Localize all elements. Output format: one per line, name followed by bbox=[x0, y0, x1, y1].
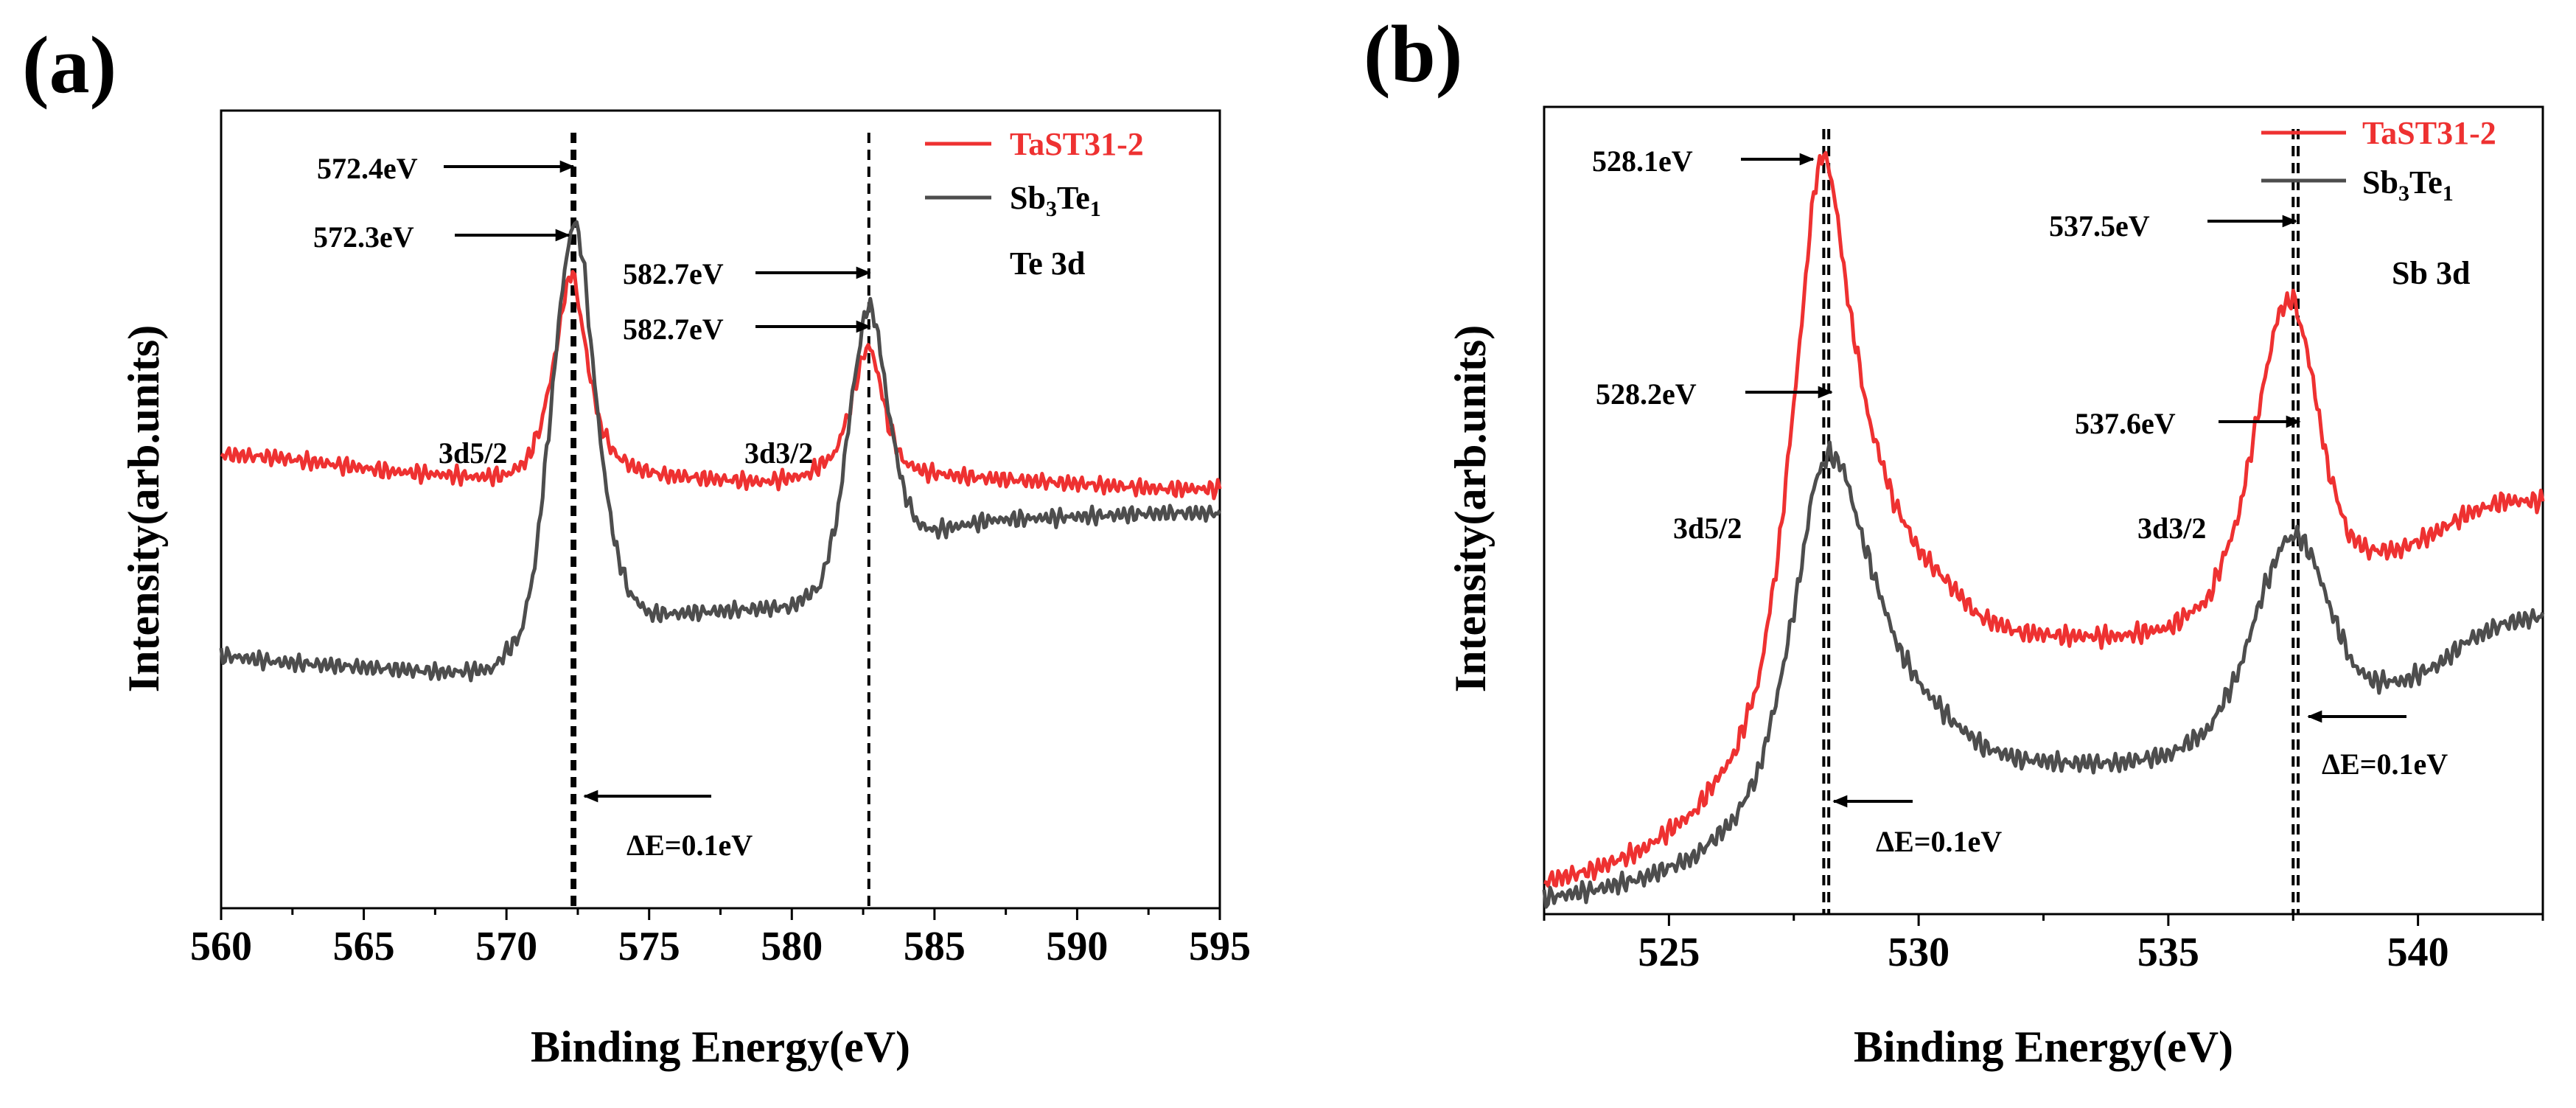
peak-label-3d5-2: 3d5/2 bbox=[439, 436, 507, 470]
peak-label-3d5-2: 3d5/2 bbox=[1673, 512, 1742, 545]
panel-b-dashed-reference-lines bbox=[1822, 129, 2300, 914]
panel-a-x-axis: 560 565 570 575 580 585 590 595 bbox=[190, 908, 1251, 969]
peak-label-3d3-2: 3d3/2 bbox=[744, 436, 813, 470]
peak-label-537-6: 537.6eV bbox=[2075, 407, 2176, 440]
delta-e-label-left: ΔE=0.1eV bbox=[1876, 825, 2002, 858]
peak-label-582-7-sb3te1: 582.7eV bbox=[623, 257, 724, 290]
peak-label-3d3-2: 3d3/2 bbox=[2137, 512, 2206, 545]
x-tick-label: 570 bbox=[475, 924, 537, 969]
peak-label-528-1: 528.1eV bbox=[1592, 144, 1693, 178]
panel-a-legend: TaST31-2 Sb3Te1 bbox=[925, 126, 1144, 221]
x-tick-label: 525 bbox=[1638, 930, 1700, 975]
panel-b-label: (b) bbox=[1364, 9, 1462, 99]
x-tick-label: 595 bbox=[1189, 924, 1251, 969]
peak-label-537-5: 537.5eV bbox=[2049, 209, 2150, 243]
panel-b-x-axis-title: Binding Energy(eV) bbox=[1854, 1022, 2233, 1071]
panel-a-y-axis-title: Intensity(arb.units) bbox=[119, 325, 168, 692]
x-tick-label: 585 bbox=[904, 924, 966, 969]
legend-label-sb3te1: Sb3Te1 bbox=[1010, 180, 1101, 221]
panel-a-annotations: 572.4eV 572.3eV 582.7eV 582.7eV 3d5/2 3d… bbox=[313, 152, 871, 862]
x-tick-label: 575 bbox=[618, 924, 680, 969]
x-tick-label: 560 bbox=[190, 924, 252, 969]
peak-label-582-7-tast31-2: 582.7eV bbox=[623, 313, 724, 346]
x-tick-label: 530 bbox=[1888, 930, 1950, 975]
peak-label-572-4: 572.4eV bbox=[317, 152, 418, 185]
x-tick-label: 540 bbox=[2387, 930, 2449, 975]
x-tick-label: 535 bbox=[2137, 930, 2199, 975]
legend-label-sb3te1: Sb3Te1 bbox=[2362, 164, 2454, 206]
panel-a-label: (a) bbox=[22, 20, 116, 110]
panel-b-x-axis: 525 530 535 540 bbox=[1543, 914, 2544, 975]
x-tick-label: 580 bbox=[761, 924, 823, 969]
panel-a-element-label: Te 3d bbox=[1010, 245, 1085, 282]
panel-a-te3d-chart: (a) 560 565 570 575 580 585 590 595 Binding Ene… bbox=[22, 20, 1251, 1071]
panel-b-sb3d-chart: (b) 525 530 535 540 Binding Energy(eV) Inte… bbox=[1364, 9, 2545, 1071]
x-tick-label: 590 bbox=[1046, 924, 1108, 969]
peak-label-572-3: 572.3eV bbox=[313, 220, 414, 254]
panel-a-line-tast31-2 bbox=[220, 270, 1222, 501]
legend-label-tast31-2: TaST31-2 bbox=[1010, 126, 1144, 162]
peak-label-528-2: 528.2eV bbox=[1596, 377, 1697, 411]
legend-label-tast31-2: TaST31-2 bbox=[2362, 115, 2496, 151]
panel-b-element-label: Sb 3d bbox=[2392, 255, 2470, 291]
panel-b-line-sb3te1 bbox=[1542, 440, 2545, 909]
panel-b-y-axis-title: Intensity(arb.units) bbox=[1446, 325, 1495, 692]
panel-b-annotations: 528.1eV 528.2eV 537.5eV 537.6eV 3d5/2 3d… bbox=[1592, 144, 2448, 858]
x-tick-label: 565 bbox=[333, 924, 395, 969]
panel-a-line-sb3te1 bbox=[219, 220, 1222, 683]
panel-b-line-tast31-2 bbox=[1543, 150, 2545, 888]
delta-e-label-right: ΔE=0.1eV bbox=[2322, 748, 2448, 781]
panel-b-legend: TaST31-2 Sb3Te1 bbox=[2261, 115, 2496, 206]
delta-e-label: ΔE=0.1eV bbox=[626, 829, 753, 862]
panel-a-dashed-reference-lines bbox=[570, 133, 870, 908]
panel-a-x-axis-title: Binding Energy(eV) bbox=[531, 1022, 910, 1071]
panel-b-plot-frame bbox=[1543, 105, 2544, 916]
